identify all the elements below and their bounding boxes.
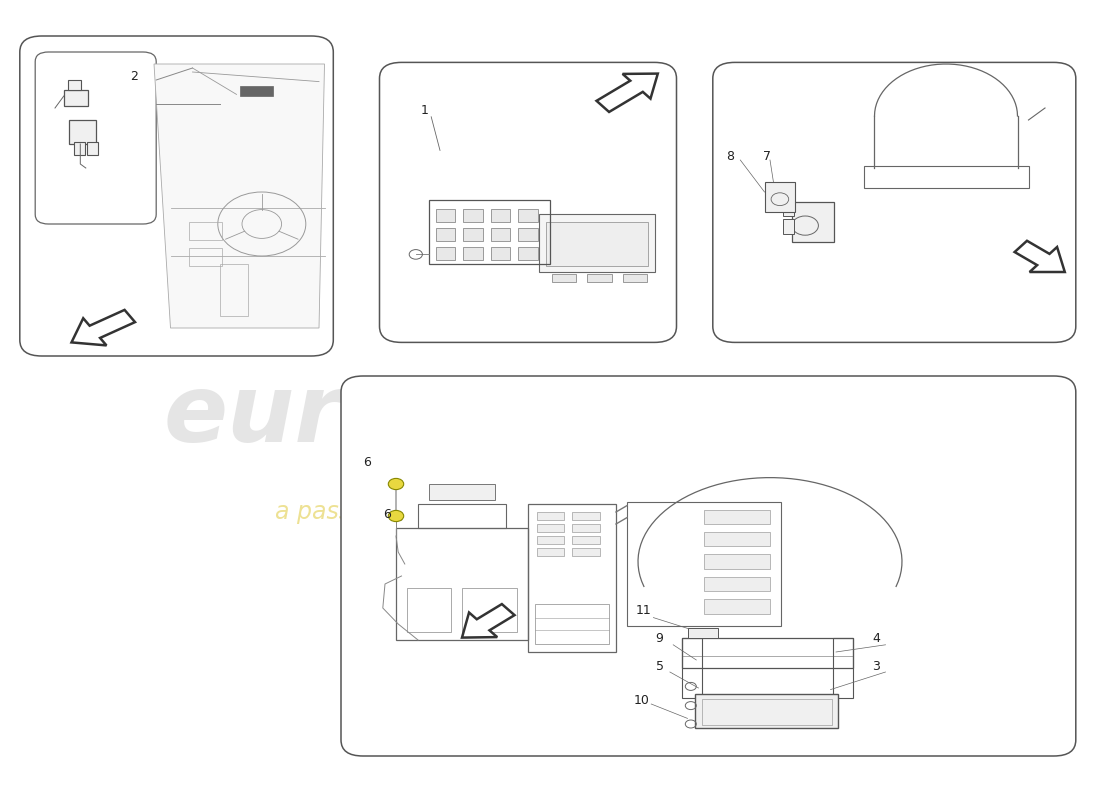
Bar: [833, 638, 853, 698]
Text: 9: 9: [656, 632, 663, 646]
Bar: [572, 536, 600, 544]
Bar: [537, 512, 564, 520]
FancyBboxPatch shape: [20, 36, 333, 356]
Bar: [436, 228, 455, 241]
Bar: [627, 502, 781, 626]
Bar: [792, 202, 834, 242]
Text: 8: 8: [726, 150, 734, 163]
Bar: [69, 120, 96, 144]
Text: 11: 11: [636, 605, 651, 618]
Bar: [87, 142, 98, 155]
Bar: [864, 166, 1028, 188]
Polygon shape: [72, 310, 135, 346]
Bar: [695, 694, 838, 728]
Bar: [463, 228, 483, 241]
Bar: [74, 142, 85, 155]
Text: 2: 2: [130, 70, 138, 83]
Bar: [518, 228, 538, 241]
Bar: [704, 532, 770, 546]
Text: 4: 4: [872, 632, 880, 646]
Bar: [546, 222, 648, 266]
Bar: [189, 222, 222, 240]
Bar: [491, 228, 510, 241]
FancyBboxPatch shape: [35, 52, 156, 224]
Bar: [623, 274, 647, 282]
Bar: [68, 80, 81, 90]
Polygon shape: [596, 74, 658, 112]
Text: eurospares: eurospares: [163, 370, 761, 462]
Bar: [704, 510, 770, 524]
Bar: [539, 214, 654, 272]
Bar: [528, 504, 616, 652]
Bar: [436, 247, 455, 260]
Polygon shape: [462, 604, 515, 638]
Bar: [552, 274, 576, 282]
Text: 3: 3: [872, 661, 880, 674]
Bar: [518, 247, 538, 260]
Bar: [462, 588, 517, 632]
Polygon shape: [1014, 241, 1065, 272]
Circle shape: [388, 478, 404, 490]
Text: 10: 10: [634, 694, 649, 707]
Bar: [704, 554, 770, 569]
FancyBboxPatch shape: [341, 376, 1076, 756]
Text: a passion for details since 1985: a passion for details since 1985: [275, 500, 649, 524]
Bar: [491, 209, 510, 222]
FancyBboxPatch shape: [713, 62, 1076, 342]
Bar: [572, 548, 600, 556]
Bar: [572, 512, 600, 520]
Bar: [688, 628, 718, 638]
Text: 7: 7: [763, 150, 771, 163]
Bar: [429, 484, 495, 500]
Bar: [783, 219, 794, 234]
Bar: [702, 699, 832, 725]
Bar: [429, 200, 550, 264]
Bar: [518, 209, 538, 222]
Bar: [537, 524, 564, 532]
Bar: [587, 274, 612, 282]
Bar: [535, 604, 609, 644]
Bar: [220, 264, 248, 316]
Bar: [783, 206, 794, 216]
Text: 1: 1: [420, 104, 428, 117]
Bar: [64, 90, 88, 106]
Circle shape: [388, 510, 404, 522]
Bar: [407, 588, 451, 632]
Bar: [418, 504, 506, 528]
Bar: [463, 209, 483, 222]
Text: 6: 6: [383, 508, 390, 521]
Bar: [463, 247, 483, 260]
Bar: [572, 524, 600, 532]
FancyBboxPatch shape: [379, 62, 676, 342]
Bar: [682, 638, 702, 698]
Text: 6: 6: [363, 456, 371, 469]
Bar: [764, 182, 795, 212]
Bar: [537, 536, 564, 544]
Bar: [240, 86, 273, 96]
Bar: [537, 548, 564, 556]
Bar: [189, 248, 222, 266]
Bar: [436, 209, 455, 222]
Bar: [704, 577, 770, 591]
Bar: [682, 638, 852, 668]
Bar: [491, 247, 510, 260]
Bar: [396, 528, 528, 640]
Text: 5: 5: [656, 661, 663, 674]
Bar: [704, 599, 770, 614]
Polygon shape: [154, 64, 324, 328]
